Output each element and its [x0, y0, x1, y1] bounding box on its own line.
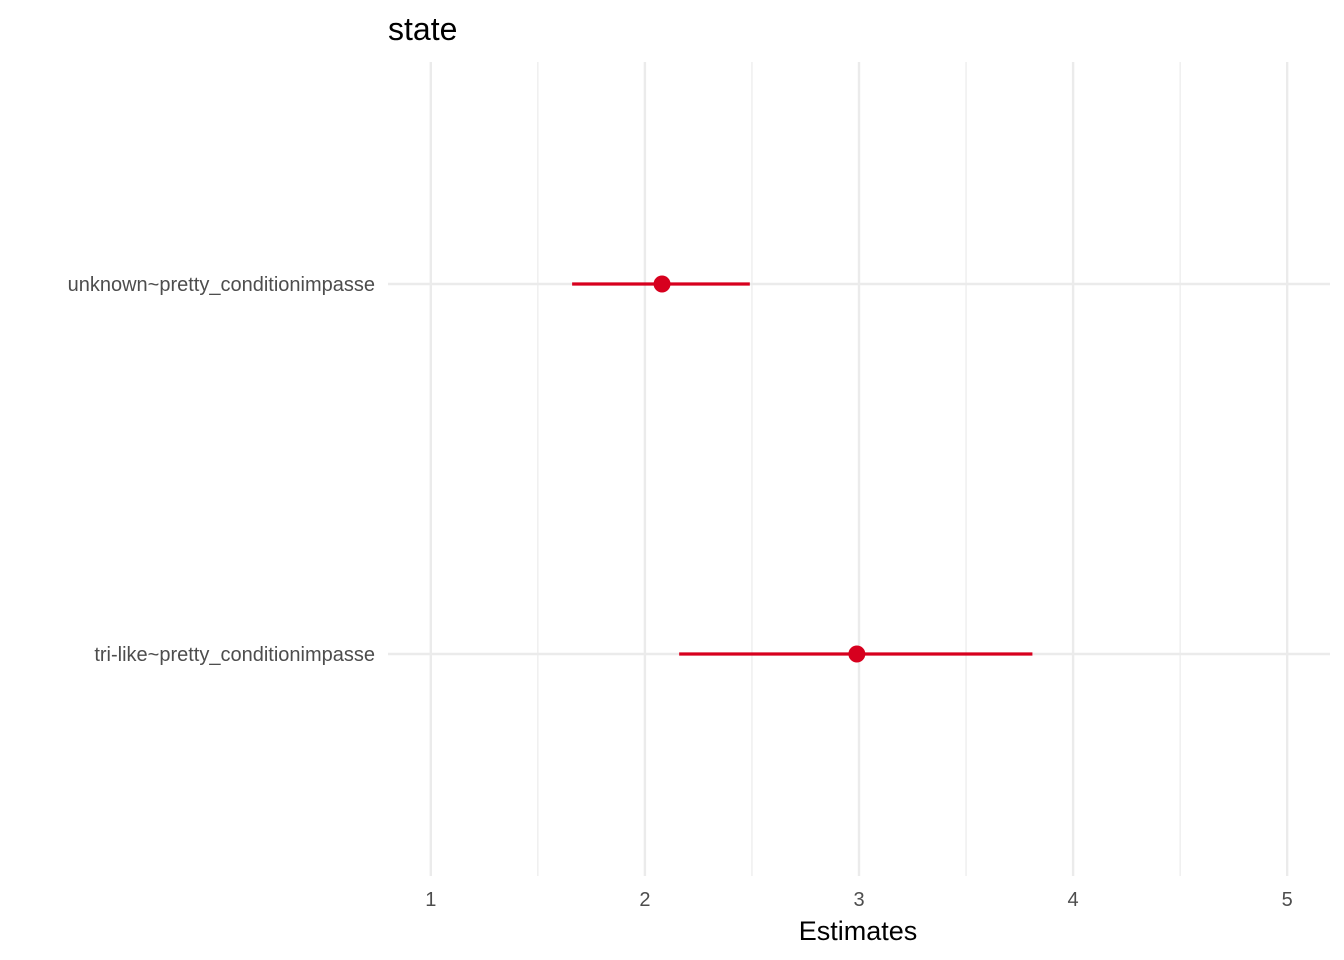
estimate-point — [848, 645, 866, 663]
x-tick-label: 1 — [425, 889, 436, 911]
x-tick-label: 5 — [1282, 889, 1293, 911]
y-tick-label: unknown~pretty_conditionimpasse — [68, 274, 375, 296]
x-axis-label: Estimates — [799, 916, 918, 946]
x-tick-labels: 1 2 3 4 5 — [425, 889, 1292, 911]
y-tick-labels: unknown~pretty_conditionimpasse tri-like~… — [68, 274, 375, 666]
estimates-series — [572, 275, 1033, 663]
y-tick-label: tri-like~pretty_conditionimpasse — [94, 644, 375, 666]
estimate-point — [653, 275, 671, 293]
x-tick-label: 3 — [853, 889, 864, 911]
x-tick-label: 4 — [1068, 889, 1079, 911]
x-tick-label: 2 — [639, 889, 650, 911]
grid-layer — [388, 62, 1330, 876]
chart-title: state — [388, 11, 457, 47]
